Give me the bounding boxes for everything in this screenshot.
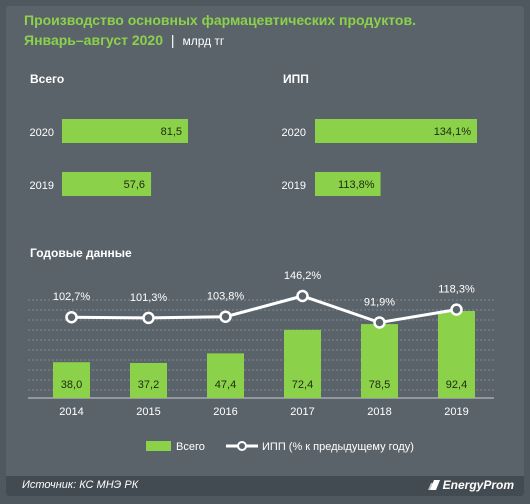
total-value-label: 81,5 <box>161 126 182 138</box>
brand-name: EnergyProm <box>442 478 514 492</box>
source-note: Источник: КС МНЭ РК <box>22 479 139 491</box>
title-line-1: Производство основных фармацевтических п… <box>24 12 416 28</box>
ipp-point <box>219 310 232 323</box>
ipp-category-label: 2019 <box>282 180 306 192</box>
x-tick-label: 2018 <box>367 406 391 418</box>
total-panel-title: Всего <box>30 72 65 86</box>
annual-bar-value-label: 37,2 <box>138 379 159 391</box>
annual-bar <box>284 329 321 398</box>
ipp-value-label: 134,1% <box>434 126 472 138</box>
ipp-point <box>296 289 309 303</box>
annual-bar-value-label: 92,4 <box>446 379 467 391</box>
ipp-panel-title: ИПП <box>283 72 309 86</box>
ipp-point <box>450 303 463 316</box>
total-category-label: 2020 <box>30 127 54 139</box>
total-category-label: 2019 <box>30 180 54 192</box>
ipp-point <box>65 310 78 324</box>
total-bar-chart: 2020 81,5 2019 57,6 <box>30 119 188 196</box>
annual-bar-value-label: 47,4 <box>215 379 236 391</box>
legend: Всего ИПП (% к предыдущему году) <box>146 441 414 453</box>
energyprom-logo-icon <box>427 480 440 490</box>
title-period: Январь–август 2020 <box>24 32 164 48</box>
legend-line-label: ИПП (% к предыдущему году) <box>262 441 414 453</box>
x-tick-label: 2014 <box>59 406 83 418</box>
annual-bar <box>53 362 90 398</box>
ipp-value-label: 113,8% <box>338 179 375 191</box>
ipp-bar-chart: 2020 134,1% 2019 113,8% <box>282 119 477 196</box>
chart-title: Производство основных фармацевтических п… <box>24 10 416 51</box>
ipp-point <box>373 316 386 329</box>
legend-bar-swatch <box>146 441 171 451</box>
ipp-bar <box>315 172 381 196</box>
annual-bar <box>207 353 244 398</box>
title-unit: млрд тг <box>182 34 225 48</box>
ipp-value-label: 118,3% <box>438 284 475 296</box>
x-tick-label: 2019 <box>444 406 468 418</box>
ipp-value-label: 146,2% <box>284 270 322 282</box>
annual-panel-title: Годовые данные <box>30 246 132 260</box>
annual-bar-value-label: 72,4 <box>292 379 313 391</box>
total-bar <box>62 172 152 196</box>
total-value-label: 57,6 <box>124 179 145 191</box>
footer-bar: Источник: КС МНЭ РК EnergyProm <box>6 476 524 496</box>
x-tick-label: 2017 <box>290 406 314 418</box>
ipp-value-label: 103,8% <box>207 291 245 303</box>
total-bar <box>62 119 188 143</box>
x-tick-label: 2016 <box>213 406 237 418</box>
ipp-value-label: 91,9% <box>364 297 395 309</box>
annual-bar <box>130 362 167 398</box>
annual-bar-value-label: 38,0 <box>61 379 82 391</box>
x-tick-label: 2015 <box>136 406 160 418</box>
chart-card <box>6 6 524 496</box>
legend-bar-label: Всего <box>176 441 205 453</box>
legend-line-marker <box>237 441 247 451</box>
ipp-value-label: 102,7% <box>53 291 91 303</box>
annual-bar <box>361 324 398 398</box>
brand-logo: EnergyProm <box>427 478 514 492</box>
ipp-category-label: 2020 <box>282 127 306 139</box>
ipp-series-line <box>71 294 457 325</box>
ipp-bar <box>315 119 477 143</box>
ipp-point <box>142 311 155 325</box>
annual-bar <box>438 311 475 398</box>
annual-bar-value-label: 78,5 <box>369 379 390 391</box>
title-separator: | <box>170 32 175 48</box>
title-line-2: Январь–август 2020 | млрд тг <box>24 30 416 51</box>
annual-combo-chart: 38,0 2014 37,2 2015 47,4 2016 72,4 2017 78,5 2018… <box>28 270 494 418</box>
ipp-value-label: 101,3% <box>130 292 168 304</box>
